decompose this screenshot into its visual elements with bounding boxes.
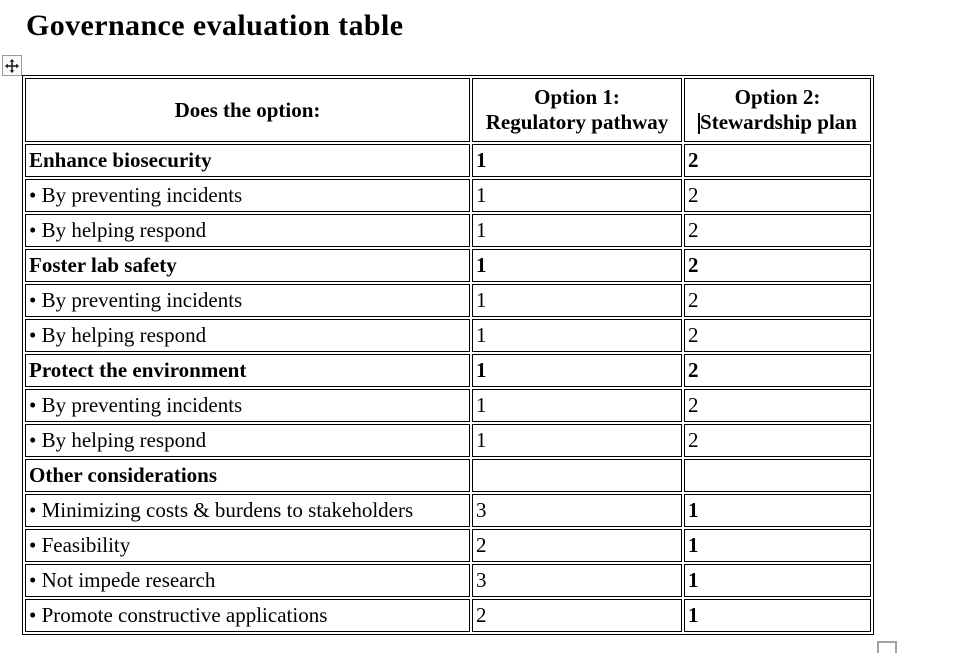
option1-score-cell[interactable]: 1	[472, 144, 682, 177]
option2-score-cell[interactable]	[684, 459, 871, 492]
option1-score-cell[interactable]: 3	[472, 564, 682, 597]
table-row: Protect the environment 1 2	[25, 354, 871, 387]
table-header-row: Does the option: Option 1: Regulatory pa…	[25, 78, 871, 142]
option2-score-cell[interactable]: 1	[684, 529, 871, 562]
criterion-cell[interactable]: • By helping respond	[25, 214, 470, 247]
governance-evaluation-table: Does the option: Option 1: Regulatory pa…	[22, 75, 874, 635]
option1-score-cell[interactable]: 1	[472, 179, 682, 212]
option2-score-cell[interactable]: 2	[684, 354, 871, 387]
table-row: Enhance biosecurity 1 2	[25, 144, 871, 177]
header-label-text: Stewardship plan	[700, 110, 857, 134]
header-cell-option2[interactable]: Option 2: Stewardship plan	[684, 78, 871, 142]
criterion-cell[interactable]: • By preventing incidents	[25, 179, 470, 212]
table-row: • By preventing incidents 1 2	[25, 389, 871, 422]
table-row: • By helping respond 1 2	[25, 424, 871, 457]
move-icon	[5, 58, 19, 73]
table-move-handle[interactable]	[2, 55, 22, 76]
table-row: Foster lab safety 1 2	[25, 249, 871, 282]
text-cursor	[698, 112, 700, 134]
criterion-cell[interactable]: • Feasibility	[25, 529, 470, 562]
header-cell-criteria[interactable]: Does the option:	[25, 78, 470, 142]
option1-score-cell[interactable]	[472, 459, 682, 492]
criterion-cell[interactable]: Other considerations	[25, 459, 470, 492]
criterion-cell[interactable]: • Not impede research	[25, 564, 470, 597]
option2-score-cell[interactable]: 2	[684, 214, 871, 247]
criterion-cell[interactable]: • By preventing incidents	[25, 389, 470, 422]
option2-score-cell[interactable]: 1	[684, 564, 871, 597]
header-label-line1: Option 2:	[734, 85, 821, 109]
option1-score-cell[interactable]: 2	[472, 529, 682, 562]
criterion-cell[interactable]: • By helping respond	[25, 424, 470, 457]
table-resize-handle[interactable]	[877, 641, 897, 653]
header-label-line2: Regulatory pathway	[485, 110, 669, 134]
criterion-cell[interactable]: • Minimizing costs & burdens to stakehol…	[25, 494, 470, 527]
option2-score-cell[interactable]: 2	[684, 284, 871, 317]
criterion-cell[interactable]: Protect the environment	[25, 354, 470, 387]
criterion-cell[interactable]: • By helping respond	[25, 319, 470, 352]
option1-score-cell[interactable]: 1	[472, 319, 682, 352]
option2-score-cell[interactable]: 2	[684, 389, 871, 422]
option1-score-cell[interactable]: 1	[472, 354, 682, 387]
option1-score-cell[interactable]: 1	[472, 284, 682, 317]
criterion-cell[interactable]: Enhance biosecurity	[25, 144, 470, 177]
document-title[interactable]: Governance evaluation table	[26, 9, 404, 42]
option1-score-cell[interactable]: 1	[472, 214, 682, 247]
criterion-cell[interactable]: Foster lab safety	[25, 249, 470, 282]
header-label: Does the option:	[174, 97, 321, 122]
table-row: • Feasibility 2 1	[25, 529, 871, 562]
table-row: • By preventing incidents 1 2	[25, 284, 871, 317]
header-label-line2: Stewardship plan	[686, 110, 869, 135]
option2-score-cell[interactable]: 2	[684, 144, 871, 177]
table-row: • Promote constructive applications 2 1	[25, 599, 871, 632]
option1-score-cell[interactable]: 1	[472, 389, 682, 422]
table-row: Other considerations	[25, 459, 871, 492]
option2-score-cell[interactable]: 2	[684, 179, 871, 212]
option2-score-cell[interactable]: 1	[684, 494, 871, 527]
table-row: • Minimizing costs & burdens to stakehol…	[25, 494, 871, 527]
option2-score-cell[interactable]: 2	[684, 319, 871, 352]
header-label-line1: Option 1:	[534, 85, 620, 109]
option1-score-cell[interactable]: 1	[472, 249, 682, 282]
table-row: • By helping respond 1 2	[25, 319, 871, 352]
option2-score-cell[interactable]: 2	[684, 249, 871, 282]
table-row: • By helping respond 1 2	[25, 214, 871, 247]
table-row: • By preventing incidents 1 2	[25, 179, 871, 212]
criterion-cell[interactable]: • By preventing incidents	[25, 284, 470, 317]
option2-score-cell[interactable]: 2	[684, 424, 871, 457]
table-row: • Not impede research 3 1	[25, 564, 871, 597]
option2-score-cell[interactable]: 1	[684, 599, 871, 632]
option1-score-cell[interactable]: 2	[472, 599, 682, 632]
criterion-cell[interactable]: • Promote constructive applications	[25, 599, 470, 632]
header-cell-option1[interactable]: Option 1: Regulatory pathway	[472, 78, 682, 142]
option1-score-cell[interactable]: 3	[472, 494, 682, 527]
option1-score-cell[interactable]: 1	[472, 424, 682, 457]
